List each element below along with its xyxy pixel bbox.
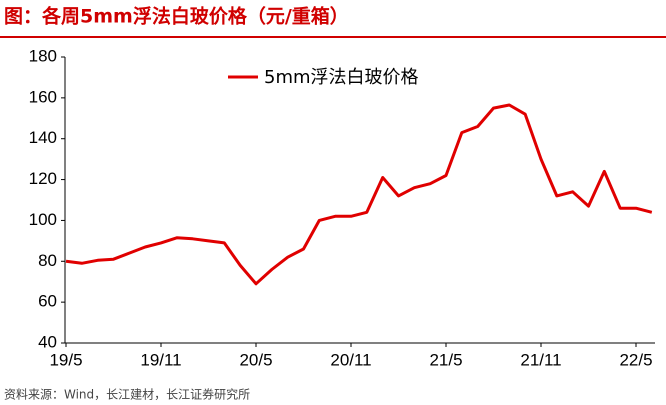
x-tick-label: 19/5 <box>49 350 82 369</box>
source-note: 资料来源：Wind，长江建材，长江证券研究所 <box>4 387 250 402</box>
x-tick-label: 21/5 <box>429 350 462 369</box>
x-tick-label: 20/5 <box>239 350 272 369</box>
x-tick-label: 21/11 <box>520 350 561 369</box>
y-tick-label: 80 <box>38 251 57 270</box>
x-tick-label: 20/11 <box>330 350 371 369</box>
y-tick-label: 120 <box>29 169 57 188</box>
y-tick-label: 140 <box>29 128 57 147</box>
y-tick-label: 180 <box>29 46 57 65</box>
y-tick-label: 100 <box>29 210 57 229</box>
series-line <box>65 103 653 286</box>
x-tick-label: 19/11 <box>140 350 181 369</box>
chart-title: 图：各周5mm浮法白玻价格（元/重箱） <box>4 5 349 28</box>
y-tick-label: 160 <box>29 87 57 106</box>
x-tick-label: 22/5 <box>619 350 652 369</box>
y-tick-label: 40 <box>38 332 57 351</box>
legend-label: 5mm浮法白玻价格 <box>264 67 419 88</box>
y-tick-label: 60 <box>38 292 57 311</box>
